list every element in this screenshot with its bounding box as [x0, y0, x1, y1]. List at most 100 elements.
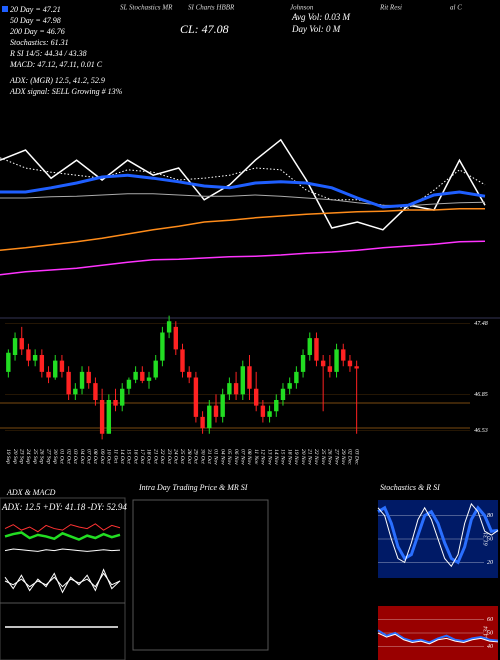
header-text: SI Charts HBBR	[188, 4, 235, 12]
header-text: SL Stochastics MR	[120, 4, 173, 12]
indicator-line	[0, 208, 485, 251]
x-tick-label: 25 Nov	[320, 449, 326, 465]
candle-body	[166, 321, 172, 333]
candle-body	[260, 405, 266, 417]
candle-body	[133, 371, 138, 380]
candle-body	[327, 366, 333, 372]
indicator-line	[0, 240, 486, 276]
y-tick-label: 60	[487, 617, 493, 623]
candle-body	[294, 371, 299, 384]
x-tick-label: 30 Oct	[199, 448, 205, 464]
y-tick-label: 50	[487, 630, 493, 636]
candle-body	[253, 388, 259, 406]
x-tick-label: 01 Oct	[59, 449, 65, 464]
candle-body	[247, 366, 252, 389]
x-tick-label: 20 Nov	[300, 449, 306, 465]
x-tick-label: 03 Oct	[72, 449, 78, 464]
annotation: 44.34	[482, 626, 489, 640]
x-tick-label: 02 Oct	[65, 449, 71, 464]
x-tick-label: 19 Nov	[293, 449, 299, 465]
y-tick-label: 46.53	[474, 427, 488, 434]
candle-body	[46, 371, 51, 378]
candle-body	[173, 326, 179, 350]
candle-body	[146, 377, 152, 381]
candle-body	[106, 400, 112, 434]
x-tick-label: 29 Oct	[193, 449, 199, 464]
x-tick-label: 11 Nov	[253, 449, 259, 465]
candle-body	[26, 349, 31, 361]
x-tick-label: 21 Nov	[306, 449, 312, 465]
panel-title: ADX & MACD	[6, 488, 56, 497]
candle-body	[227, 383, 232, 395]
candle-body	[140, 371, 145, 381]
x-tick-label: 05 Nov	[226, 449, 232, 465]
candle-body	[39, 355, 45, 372]
avg-volume: Avg Vol: 0.03 M	[291, 12, 350, 22]
candle-body	[99, 400, 105, 434]
close-price: CL: 47.08	[180, 22, 229, 36]
x-tick-label: 23 Oct	[166, 449, 172, 464]
candle-body	[32, 355, 38, 361]
indicator-line	[4, 523, 121, 533]
x-tick-label: 27 Nov	[333, 449, 339, 465]
x-tick-label: 26 Sep	[39, 449, 45, 464]
x-tick-label: 11 Oct	[112, 449, 118, 464]
x-tick-label: 09 Oct	[99, 449, 105, 464]
indicator-line	[4, 531, 121, 541]
day-volume: Day Vol: 0 M	[291, 24, 341, 34]
candle-body	[314, 338, 319, 361]
stat-text: R SI 14/5: 44.34 / 43.38	[9, 49, 87, 58]
candle-body	[213, 405, 219, 417]
indicator-line	[4, 568, 121, 594]
indicator-line	[0, 138, 486, 231]
stat-text: 200 Day = 46.76	[10, 27, 65, 36]
candle-body	[274, 400, 279, 412]
candle-body	[73, 388, 78, 395]
x-tick-label: 15 Oct	[126, 449, 132, 464]
indicator-line	[377, 629, 499, 644]
y-tick-label: 46.85	[474, 391, 488, 398]
candle-body	[120, 388, 125, 406]
annotation: 61.31	[483, 532, 489, 546]
candle-body	[126, 379, 132, 389]
intraday-panel	[132, 499, 269, 651]
candle-body	[113, 400, 118, 406]
x-tick-label: 17 Oct	[139, 449, 145, 464]
candle-body	[86, 371, 91, 384]
candle-body	[207, 405, 212, 429]
stat-text: MACD: 47.12, 47.11, 0.01 C	[9, 60, 103, 69]
candle-body	[300, 355, 306, 372]
x-tick-label: 01 Nov	[213, 449, 219, 465]
x-tick-label: 27 Sep	[45, 449, 51, 464]
x-tick-label: 18 Oct	[146, 449, 152, 464]
x-tick-label: 24 Oct	[173, 449, 180, 464]
indicator-line	[0, 173, 486, 209]
candle-body	[66, 371, 71, 395]
x-tick-label: 03 Dec	[353, 449, 359, 465]
x-tick-label: 14 Oct	[119, 449, 126, 464]
candle-body	[307, 338, 312, 355]
annotation: ADX: 12.5 +DY: 41.18 -DY: 52.94	[1, 502, 127, 512]
candle-body	[200, 416, 205, 429]
indicator-line	[377, 502, 499, 568]
x-tick-label: 18 Nov	[286, 449, 292, 465]
header-text: Johnson	[290, 4, 314, 12]
x-tick-label: 19 Sep	[5, 449, 11, 464]
candle-body	[267, 411, 272, 417]
adx-panel	[0, 497, 126, 660]
x-tick-label: 22 Oct	[159, 449, 165, 464]
candle-body	[79, 371, 85, 389]
x-tick-label: 08 Oct	[92, 449, 98, 464]
x-tick-label: 04 Nov	[219, 449, 226, 465]
candle-body	[193, 377, 199, 417]
candle-body	[19, 338, 24, 350]
candle-body	[320, 360, 326, 367]
x-tick-label: 02 Dec	[347, 449, 353, 465]
x-tick-label: 12 Nov	[260, 449, 266, 465]
candle-body	[341, 349, 346, 361]
candle-body	[6, 352, 11, 372]
y-tick-label: 80	[487, 513, 493, 519]
x-tick-label: 20 Sep	[12, 449, 18, 464]
x-tick-label: 29 Nov	[340, 449, 346, 465]
x-tick-label: 04 Oct	[79, 449, 86, 464]
